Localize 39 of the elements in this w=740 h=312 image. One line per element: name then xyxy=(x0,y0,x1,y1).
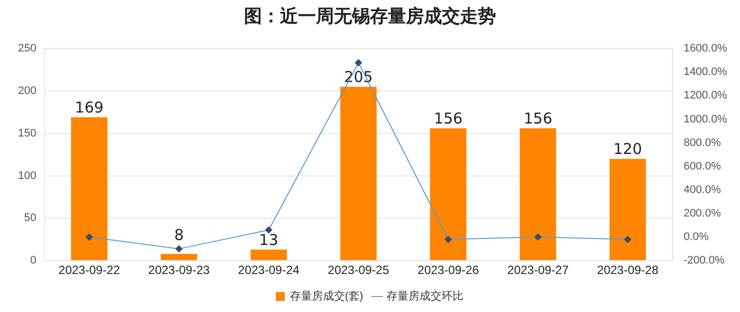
data-label: 120 xyxy=(613,140,642,158)
y-tick-label: 200 xyxy=(18,85,36,98)
x-tick-label: 2023-09-25 xyxy=(328,263,390,278)
data-label: 169 xyxy=(74,98,104,117)
chart-title: 图：近一周无锡存量房成交走势 xyxy=(243,5,497,29)
y2-tick-label: 200.0% xyxy=(684,208,722,220)
bar xyxy=(520,128,556,260)
bar xyxy=(160,254,198,260)
x-tick-label: 2023-09-22 xyxy=(58,263,120,278)
legend-label: 存量房成交(套) xyxy=(290,290,364,303)
y2-tick-label: 1000.0% xyxy=(684,113,728,126)
y-tick-label: 50 xyxy=(24,212,36,224)
bar xyxy=(430,128,466,260)
data-label: 8 xyxy=(174,226,184,244)
x-tick-label: 2023-09-28 xyxy=(597,263,659,278)
y2-tick-label: 800.0% xyxy=(684,136,722,149)
data-label: 156 xyxy=(434,110,463,128)
legend-label: 存量房成交环比 xyxy=(386,290,464,303)
y2-tick-label: 1400.0% xyxy=(684,66,728,78)
data-label: 156 xyxy=(524,110,552,128)
x-tick-label: 2023-09-27 xyxy=(507,263,569,278)
y2-tick-label: 1600.0% xyxy=(684,42,728,55)
bar xyxy=(250,250,287,260)
bar xyxy=(340,86,377,260)
y2-tick-label: 600.0% xyxy=(684,160,722,172)
y-tick-label: 150 xyxy=(18,127,36,140)
data-label: 13 xyxy=(259,230,278,249)
x-tick-label: 2023-09-23 xyxy=(148,263,210,278)
y2-tick-label: -200.0% xyxy=(684,254,725,267)
y2-tick-label: 1200.0% xyxy=(684,90,728,102)
y2-tick-label: 400.0% xyxy=(684,184,722,196)
bar xyxy=(71,117,108,260)
bar xyxy=(610,158,646,260)
y-tick-label: 100 xyxy=(18,170,36,182)
y-tick-label: 250 xyxy=(18,42,36,55)
x-tick-label: 2023-09-26 xyxy=(418,263,480,278)
y-tick-label: 0 xyxy=(30,254,36,267)
y2-tick-label: 0.0% xyxy=(684,231,709,244)
x-tick-label: 2023-09-24 xyxy=(238,263,300,278)
